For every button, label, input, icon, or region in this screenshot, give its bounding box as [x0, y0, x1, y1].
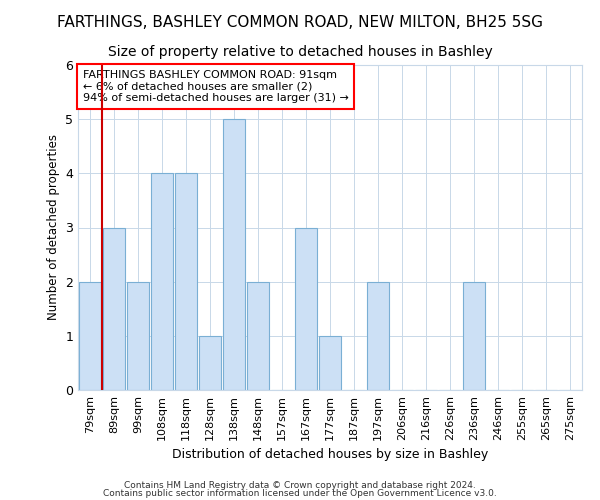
Text: Size of property relative to detached houses in Bashley: Size of property relative to detached ho… [107, 45, 493, 59]
Bar [319, 336, 341, 390]
Bar [463, 282, 485, 390]
Text: FARTHINGS, BASHLEY COMMON ROAD, NEW MILTON, BH25 5SG: FARTHINGS, BASHLEY COMMON ROAD, NEW MILT… [57, 15, 543, 30]
Bar [79, 282, 101, 390]
X-axis label: Distribution of detached houses by size in Bashley: Distribution of detached houses by size … [172, 448, 488, 461]
Bar [151, 174, 173, 390]
Bar [367, 282, 389, 390]
Bar [175, 174, 197, 390]
Text: Contains HM Land Registry data © Crown copyright and database right 2024.: Contains HM Land Registry data © Crown c… [124, 480, 476, 490]
Bar [199, 336, 221, 390]
Bar [247, 282, 269, 390]
Bar [103, 228, 125, 390]
Text: Contains public sector information licensed under the Open Government Licence v3: Contains public sector information licen… [103, 489, 497, 498]
Bar [295, 228, 317, 390]
Bar [127, 282, 149, 390]
Text: FARTHINGS BASHLEY COMMON ROAD: 91sqm
← 6% of detached houses are smaller (2)
94%: FARTHINGS BASHLEY COMMON ROAD: 91sqm ← 6… [83, 70, 349, 103]
Y-axis label: Number of detached properties: Number of detached properties [47, 134, 59, 320]
Bar [223, 119, 245, 390]
